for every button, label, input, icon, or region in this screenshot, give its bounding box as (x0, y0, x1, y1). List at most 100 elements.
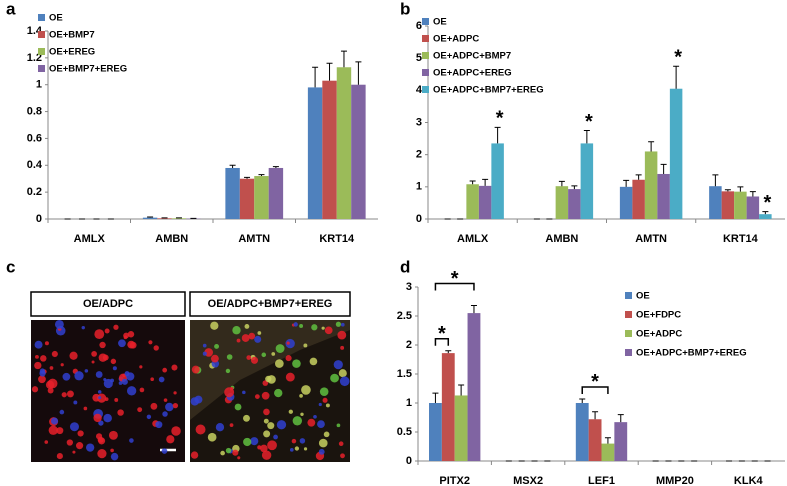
cell (91, 360, 95, 364)
error-bar (326, 62, 333, 81)
cell (54, 319, 64, 329)
cell (162, 367, 168, 373)
cell (241, 334, 250, 342)
cell (150, 402, 158, 410)
cell (171, 426, 181, 436)
cell (263, 430, 271, 438)
bar (759, 214, 772, 219)
micrograph (31, 320, 185, 462)
bar (575, 403, 589, 461)
cell (232, 449, 239, 456)
cell (261, 391, 270, 400)
cell (191, 365, 200, 374)
cell (234, 403, 242, 411)
cell (139, 387, 145, 393)
cell (39, 368, 46, 374)
cell (319, 387, 329, 396)
cell (162, 411, 168, 417)
cell (323, 431, 330, 438)
cell (97, 436, 104, 443)
image-title: OE/ADPC+BMP7+EREG (208, 298, 333, 310)
x-tick-label: AMTN (238, 233, 270, 245)
y-tick-label: 1 (406, 397, 412, 409)
cell (72, 450, 76, 454)
cell (69, 422, 79, 432)
cell (207, 432, 217, 442)
cell (62, 372, 71, 381)
cell (117, 409, 124, 416)
error-bar (445, 350, 452, 354)
cell (98, 353, 108, 362)
cell (153, 345, 159, 351)
panel-label: c (6, 257, 15, 276)
cell (285, 338, 295, 349)
cell (103, 378, 113, 389)
bar (614, 422, 628, 461)
cell (118, 339, 126, 348)
x-tick-label: MMP20 (656, 475, 694, 486)
cell (254, 335, 262, 343)
cell (274, 388, 283, 398)
cell (325, 403, 330, 408)
cell (129, 438, 134, 443)
cell (127, 331, 135, 338)
legend-swatch (422, 86, 429, 93)
legend-label: OE+FDPC (636, 310, 681, 321)
cell (311, 324, 318, 331)
cell (242, 390, 246, 395)
cell (224, 387, 235, 398)
cell (220, 450, 225, 456)
bar (746, 196, 760, 219)
y-tick-label: 0 (416, 213, 422, 225)
cell (190, 397, 199, 406)
significance-star: * (763, 192, 771, 214)
cell (171, 364, 178, 371)
error-bar (583, 130, 590, 144)
error-bar (749, 191, 756, 197)
cell (95, 371, 103, 378)
cell (263, 408, 270, 416)
cell (336, 423, 341, 428)
error-bar (229, 164, 236, 168)
cell (86, 443, 95, 452)
legend-swatch (625, 349, 632, 356)
cell (110, 358, 117, 365)
cell (123, 335, 128, 340)
error-bar (482, 178, 489, 186)
bar (157, 218, 172, 219)
cell (83, 406, 88, 411)
bar (491, 143, 504, 219)
cell (215, 423, 225, 432)
cell (292, 416, 303, 426)
bar (580, 143, 594, 219)
cell (317, 420, 325, 429)
cell (172, 402, 179, 409)
bar (336, 67, 352, 219)
cell (324, 326, 333, 335)
error-bar (648, 141, 655, 152)
cell (237, 456, 241, 460)
y-tick-label: 6 (416, 20, 422, 32)
legend-label: OE+ADPC (636, 329, 682, 340)
bar (669, 88, 683, 219)
cell (31, 386, 39, 393)
bar (632, 179, 645, 219)
cell (165, 402, 174, 412)
x-tick-label: PITX2 (439, 475, 470, 486)
x-tick-label: AMBN (545, 233, 578, 245)
cell (202, 343, 207, 348)
error-bar (272, 166, 279, 168)
bar (555, 186, 569, 219)
cell (248, 332, 256, 340)
bar (454, 395, 468, 461)
significance-star: * (451, 268, 459, 290)
x-tick-label: AMTN (635, 233, 667, 245)
y-tick-label: 1 (36, 79, 42, 91)
legend-swatch (38, 14, 45, 21)
cell (303, 343, 308, 348)
y-tick-label: 0.5 (397, 426, 412, 438)
cell (163, 398, 168, 402)
x-tick-label: MSX2 (513, 475, 543, 486)
cell (330, 373, 339, 383)
cell (110, 452, 119, 461)
